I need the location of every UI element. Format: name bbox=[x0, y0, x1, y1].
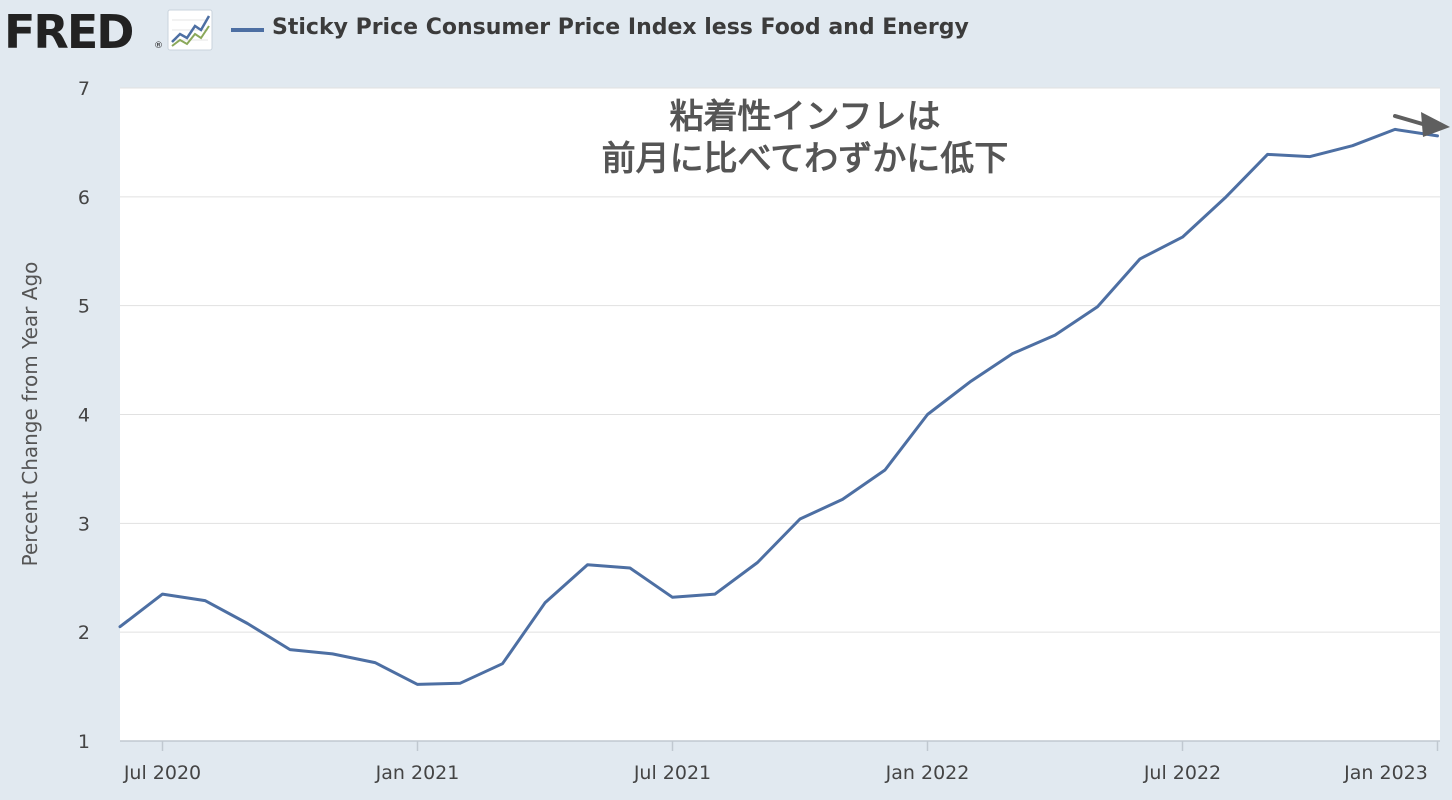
x-axis bbox=[120, 740, 1440, 751]
fred-registered-mark: ® bbox=[154, 41, 163, 51]
x-tick-label: Jan 2022 bbox=[885, 762, 970, 784]
y-axis-title: Percent Change from Year Ago bbox=[18, 262, 42, 567]
y-tick-label: 1 bbox=[78, 731, 90, 753]
annotation-text: 粘着性インフレは 前月に比べてわずかに低下 bbox=[560, 96, 1050, 180]
x-tick-label: Jul 2022 bbox=[1143, 762, 1221, 784]
y-tick-label: 7 bbox=[78, 78, 90, 100]
legend-series-label: Sticky Price Consumer Price Index less F… bbox=[272, 15, 969, 40]
fred-logo-chart-icon bbox=[167, 9, 213, 51]
annotation-arrow bbox=[1393, 112, 1450, 137]
legend-series-swatch bbox=[231, 28, 264, 32]
y-tick-label: 3 bbox=[78, 513, 90, 535]
y-axis-tick-labels: 1 2 3 4 5 6 7 bbox=[78, 78, 90, 753]
fred-logo: FRED ® bbox=[4, 5, 213, 54]
annotation-line-1: 粘着性インフレは bbox=[669, 97, 941, 137]
x-tick-label: Jul 2021 bbox=[633, 762, 711, 784]
series-line bbox=[118, 127, 1439, 686]
x-tick-label: Jul 2020 bbox=[123, 762, 201, 784]
y-tick-label: 2 bbox=[78, 622, 90, 644]
chart-header: FRED ® Sticky Price Consumer Price Index… bbox=[0, 0, 1452, 62]
annotation-line-2: 前月に比べてわずかに低下 bbox=[601, 139, 1009, 179]
x-tick-label: Jan 2023 bbox=[1343, 762, 1428, 784]
fred-logo-text: FRED bbox=[4, 5, 132, 54]
y-tick-label: 6 bbox=[78, 187, 90, 209]
x-tick-label: Jan 2021 bbox=[375, 762, 460, 784]
y-tick-label: 4 bbox=[78, 405, 90, 427]
gridlines bbox=[120, 87, 1440, 633]
x-axis-tick-labels: Jul 2020 Jan 2021 Jul 2021 Jan 2022 Jul 2022… bbox=[123, 762, 1428, 784]
y-tick-label: 5 bbox=[78, 296, 90, 318]
